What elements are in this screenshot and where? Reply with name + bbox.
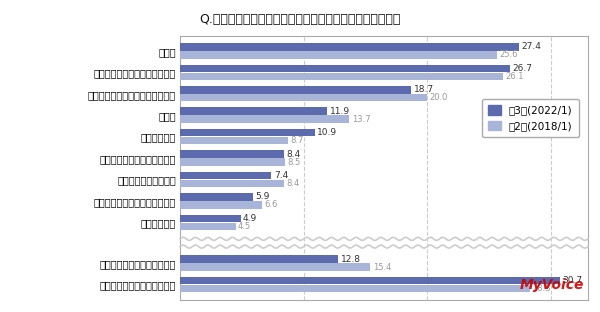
Text: 18.7: 18.7: [413, 85, 434, 94]
Text: MyVoice: MyVoice: [520, 278, 584, 292]
Bar: [180, 201, 262, 209]
Bar: [180, 51, 497, 59]
Bar: [180, 115, 349, 123]
Bar: [180, 43, 519, 51]
Text: 26.1: 26.1: [505, 72, 524, 81]
Bar: [180, 94, 427, 101]
Text: 8.7: 8.7: [290, 136, 304, 145]
Bar: [180, 193, 253, 201]
Text: 11.9: 11.9: [329, 107, 350, 116]
Bar: [180, 65, 510, 72]
Text: 15.4: 15.4: [373, 262, 391, 271]
Bar: [180, 215, 241, 222]
Text: 27.4: 27.4: [521, 42, 541, 51]
Text: 8.4: 8.4: [286, 179, 299, 188]
Text: 28.3: 28.3: [532, 284, 551, 293]
Text: Q.どのような機会に着物を着ましたか？（子供の頃以外）: Q.どのような機会に着物を着ましたか？（子供の頃以外）: [199, 13, 401, 26]
Text: 6.6: 6.6: [264, 200, 277, 209]
Bar: [180, 263, 370, 271]
Bar: [180, 150, 284, 158]
Bar: [180, 255, 338, 263]
Bar: [180, 285, 530, 292]
Text: 5.9: 5.9: [256, 193, 270, 202]
Text: 4.9: 4.9: [243, 214, 257, 223]
Text: 10.9: 10.9: [317, 128, 337, 137]
Bar: [180, 277, 560, 284]
Text: 25.6: 25.6: [499, 50, 517, 59]
Legend: 第3回(2022/1), 第2回(2018/1): 第3回(2022/1), 第2回(2018/1): [482, 99, 579, 137]
Text: 30.7: 30.7: [562, 276, 582, 285]
Text: 8.5: 8.5: [287, 158, 301, 167]
Text: 20.0: 20.0: [430, 93, 448, 102]
Text: 13.7: 13.7: [352, 115, 370, 124]
Bar: [180, 180, 284, 187]
Bar: [180, 172, 271, 179]
Text: 7.4: 7.4: [274, 171, 288, 180]
Bar: [180, 107, 327, 115]
Bar: [180, 72, 503, 80]
Text: 12.8: 12.8: [341, 255, 361, 264]
Text: 4.5: 4.5: [238, 222, 251, 231]
Bar: [180, 137, 287, 144]
Bar: [180, 158, 285, 166]
Bar: [180, 129, 315, 136]
Text: 8.4: 8.4: [286, 149, 301, 158]
Bar: [180, 222, 236, 230]
Bar: [180, 86, 411, 94]
Text: 26.7: 26.7: [512, 64, 533, 73]
